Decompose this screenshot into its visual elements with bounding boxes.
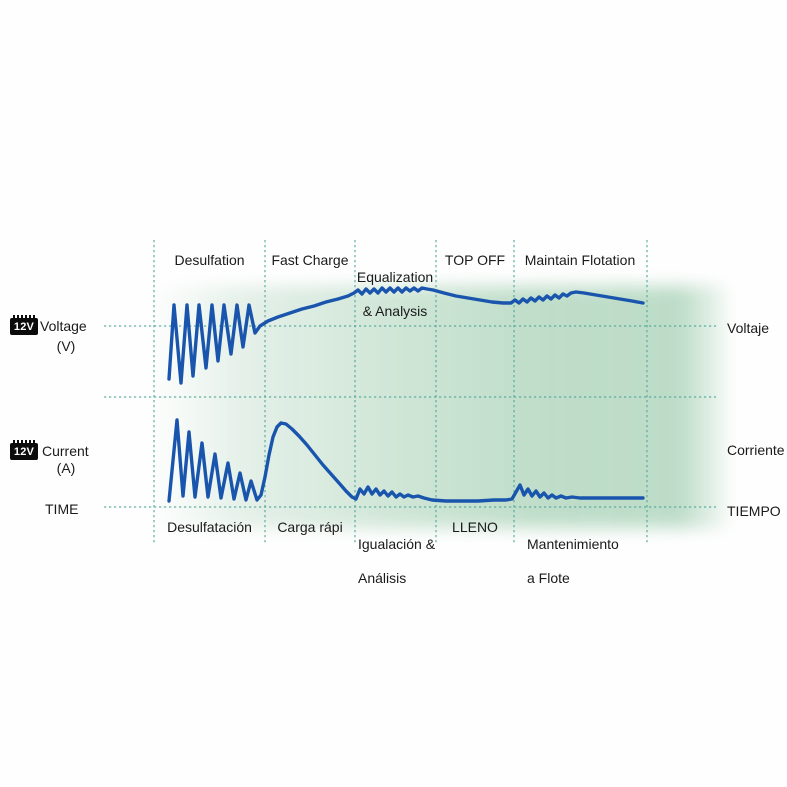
phase-label-maintain-flotation: Maintain Flotation [524,252,636,268]
current-unit-label: (A) [56,460,76,476]
corriente-axis-label: Corriente [727,442,785,458]
phase-label-igualacion-line1: Igualación & [358,536,436,552]
phase-label-desulfatacion: Desulfatación [167,519,252,535]
phase-label-lleno: LLENO [452,519,498,535]
voltage-unit-label: (V) [56,338,76,354]
voltage-axis-label: Voltage [40,318,87,334]
phase-label-carga-rapida: Carga rápi [277,519,343,535]
voltage-12v-badge: 12V [10,315,38,335]
phase-label-fast-charge: Fast Charge [271,252,349,268]
tiempo-axis-label: TIEMPO [727,503,781,519]
current-12v-badge: 12V [10,440,38,460]
phase-label-mantenimiento-line1: Mantenimiento [527,536,619,552]
current-curve [167,418,645,503]
phase-label-equalization-line2: & Analysis [362,303,428,319]
voltaje-axis-label: Voltaje [727,320,770,336]
phase-label-igualacion-line2: Análisis [358,570,407,586]
phase-label-top-off: TOP OFF [444,252,506,268]
phase-label-desulfation: Desulfation [174,252,245,268]
time-axis-label: TIME [45,501,79,517]
phase-label-equalization-line1: Equalization [356,269,434,285]
voltage-curve [167,286,645,385]
current-axis-label: Current [42,443,89,459]
phase-label-mantenimiento-line2: a Flote [527,570,570,586]
